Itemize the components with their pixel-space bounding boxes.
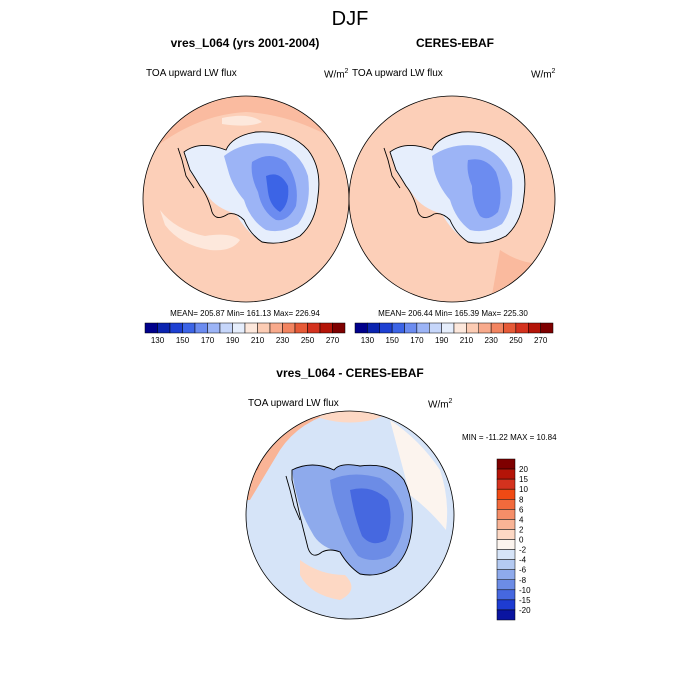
model-colorbar-box bbox=[219, 322, 233, 334]
obs-colorbar-box bbox=[416, 322, 430, 334]
diff-colorbar-tick-label: -4 bbox=[519, 556, 527, 565]
obs-colorbar-box bbox=[391, 322, 405, 334]
model-colorbar-box bbox=[182, 322, 196, 334]
model-colorbar-box bbox=[169, 322, 183, 334]
diff-colorbar-tick-label: 4 bbox=[519, 515, 524, 524]
obs-colorbar-box bbox=[379, 322, 393, 334]
obs-colorbar-tick-label: 210 bbox=[460, 336, 474, 345]
diff-colorbar-tick-label: -10 bbox=[519, 586, 531, 595]
obs-colorbar-box bbox=[466, 322, 479, 334]
obs-colorbar-tick-label: 270 bbox=[534, 336, 548, 345]
model-colorbar: 130 150 170 190 210 230 250 270 bbox=[144, 322, 346, 345]
model-colorbar-box bbox=[257, 322, 271, 334]
obs-stats: MEAN= 206.44 Min= 165.39 Max= 225.30 bbox=[378, 309, 528, 318]
model-colorbar-box bbox=[307, 322, 321, 334]
obs-colorbar-box bbox=[367, 322, 380, 334]
obs-colorbar-box bbox=[478, 322, 492, 334]
obs-colorbar-box bbox=[441, 322, 455, 334]
diff-colorbar-box bbox=[496, 569, 516, 580]
obs-colorbar-box bbox=[503, 322, 517, 334]
diff-colorbar-tick-label: -6 bbox=[519, 566, 527, 575]
obs-panel-title: CERES-EBAF bbox=[415, 36, 494, 50]
diff-stats: MIN = -11.22 MAX = 10.84 bbox=[462, 433, 557, 442]
diff-colorbar-box bbox=[496, 599, 516, 611]
obs-colorbar-box bbox=[354, 322, 368, 334]
model-colorbar-box bbox=[282, 322, 296, 334]
model-colorbar-tick-label: 270 bbox=[326, 336, 340, 345]
diff-colorbar-box bbox=[496, 458, 516, 470]
obs-colorbar-box bbox=[453, 322, 467, 334]
diff-colorbar-tick-label: -20 bbox=[519, 606, 531, 615]
model-stats: MEAN= 205.87 Min= 161.13 Max= 226.94 bbox=[170, 309, 320, 318]
model-colorbar-box bbox=[207, 322, 221, 334]
diff-colorbar-box bbox=[496, 549, 516, 560]
model-colorbar-box bbox=[319, 322, 333, 334]
obs-colorbar-tick-label: 170 bbox=[410, 336, 424, 345]
obs-colorbar-box bbox=[515, 322, 529, 334]
obs-units-label: W/m2 bbox=[531, 68, 556, 81]
model-map bbox=[142, 95, 350, 303]
obs-map bbox=[348, 95, 556, 303]
obs-colorbar-box bbox=[429, 322, 442, 334]
model-colorbar-box bbox=[332, 322, 346, 334]
obs-variable-label: TOA upward LW flux bbox=[352, 68, 443, 79]
diff-units-label: W/m2 bbox=[428, 398, 453, 411]
model-colorbar-tick-label: 230 bbox=[276, 336, 290, 345]
model-colorbar-box bbox=[194, 322, 208, 334]
model-colorbar-box bbox=[232, 322, 246, 334]
diff-colorbar-box bbox=[496, 468, 516, 480]
model-colorbar-tick-label: 170 bbox=[201, 336, 215, 345]
model-colorbar-tick-label: 210 bbox=[251, 336, 265, 345]
obs-colorbar-box bbox=[540, 322, 554, 334]
model-colorbar-box bbox=[144, 322, 158, 334]
obs-colorbar-box bbox=[528, 322, 541, 334]
diff-colorbar-box bbox=[496, 499, 516, 510]
diff-colorbar-tick-label: 8 bbox=[519, 495, 524, 504]
obs-colorbar-tick-label: 150 bbox=[385, 336, 399, 345]
diff-panel-title: vres_L064 - CERES-EBAF bbox=[276, 366, 424, 380]
obs-colorbar-box bbox=[404, 322, 418, 334]
diff-colorbar-box bbox=[496, 589, 516, 601]
model-colorbar-box bbox=[244, 322, 258, 334]
model-colorbar-box bbox=[157, 322, 171, 334]
model-colorbar-tick-label: 250 bbox=[301, 336, 315, 345]
diff-colorbar-tick-label: 20 bbox=[519, 465, 528, 474]
diff-colorbar-box bbox=[496, 478, 516, 490]
diff-colorbar-tick-label: 0 bbox=[519, 536, 524, 545]
diff-colorbar-box bbox=[496, 519, 516, 530]
figure-title: DJF bbox=[331, 8, 369, 30]
model-colorbar-tick-label: 130 bbox=[151, 336, 165, 345]
model-panel-title: vres_L064 (yrs 2001-2004) bbox=[170, 36, 320, 50]
diff-colorbar-tick-label: 6 bbox=[519, 505, 524, 514]
obs-colorbar-tick-label: 130 bbox=[361, 336, 375, 345]
obs-colorbar-tick-label: 190 bbox=[435, 336, 449, 345]
diff-colorbar-box bbox=[496, 559, 516, 570]
model-colorbar-box bbox=[294, 322, 308, 334]
diff-colorbar-tick-label: 15 bbox=[519, 475, 528, 484]
diff-colorbar-tick-label: -15 bbox=[519, 596, 531, 605]
diff-variable-label: TOA upward LW flux bbox=[248, 398, 339, 409]
obs-colorbar: 130 150 170 190 210 230 250 270 bbox=[354, 322, 554, 345]
diff-colorbar-tick-label: 10 bbox=[519, 485, 528, 494]
diff-colorbar-box bbox=[496, 609, 516, 621]
diff-colorbar-box bbox=[496, 509, 516, 520]
diff-colorbar-box bbox=[496, 529, 516, 540]
diff-colorbar-box bbox=[496, 488, 516, 500]
diff-map bbox=[245, 410, 455, 620]
obs-colorbar-box bbox=[490, 322, 504, 334]
model-units-label: W/m2 bbox=[324, 68, 349, 81]
diff-colorbar-tick-label: 2 bbox=[519, 525, 524, 534]
diff-colorbar-tick-label: -8 bbox=[519, 576, 527, 585]
model-colorbar-box bbox=[269, 322, 283, 334]
model-colorbar-tick-label: 150 bbox=[176, 336, 190, 345]
obs-colorbar-tick-label: 230 bbox=[484, 336, 498, 345]
model-colorbar-tick-label: 190 bbox=[226, 336, 240, 345]
diff-colorbar-box bbox=[496, 539, 516, 550]
model-variable-label: TOA upward LW flux bbox=[146, 68, 237, 79]
obs-colorbar-tick-label: 250 bbox=[509, 336, 523, 345]
diff-colorbar-box bbox=[496, 579, 516, 591]
diff-colorbar-tick-label: -2 bbox=[519, 546, 527, 555]
